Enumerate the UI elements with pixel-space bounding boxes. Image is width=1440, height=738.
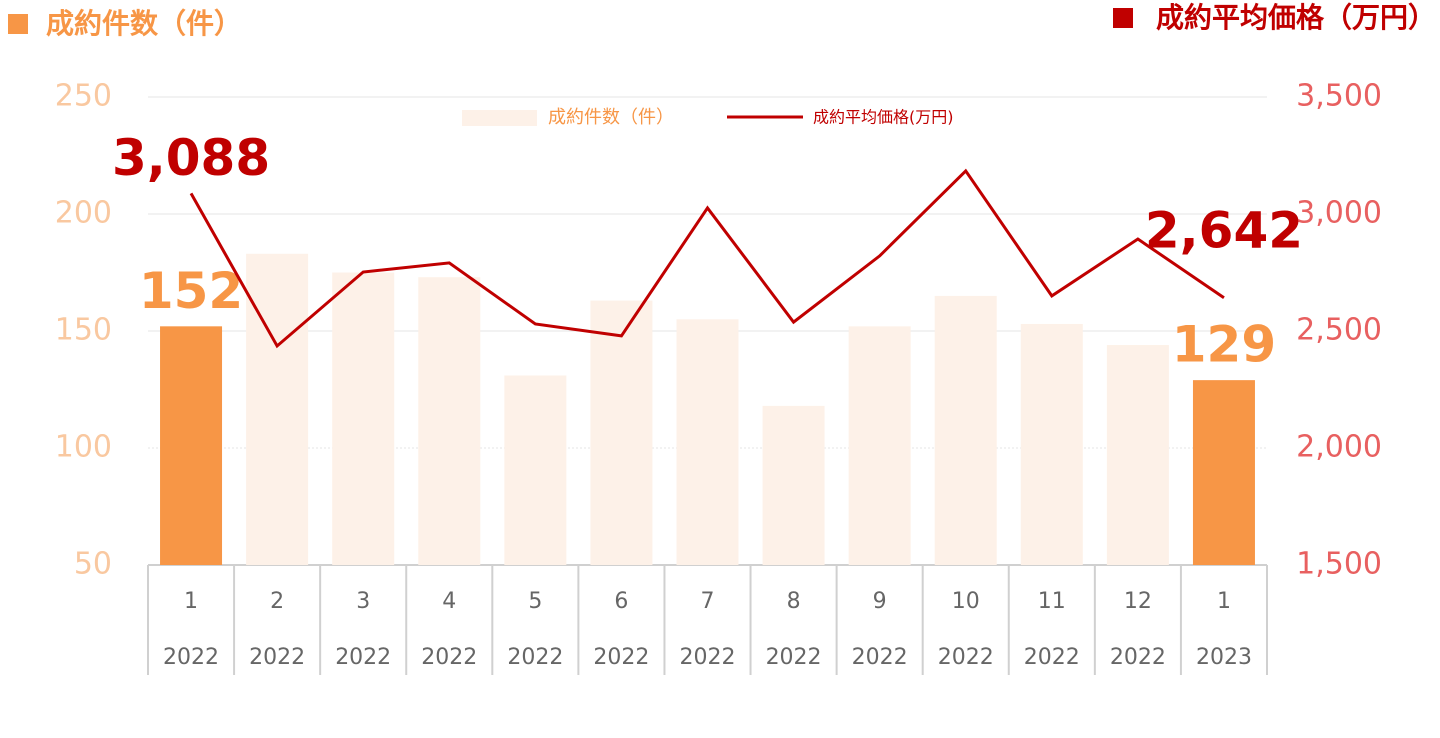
x-tick-label: 3 [356, 589, 370, 614]
y-tick-label: 100 [55, 430, 112, 465]
line-value-label: 3,088 [112, 129, 270, 187]
bar [762, 405, 825, 565]
bar-value-label: 129 [1172, 316, 1276, 374]
line-value-label: 2,642 [1145, 201, 1303, 259]
x-year-label: 2022 [507, 645, 563, 670]
bar-value-label: 152 [139, 262, 243, 320]
y-tick-label: 50 [74, 547, 112, 582]
legend-label: 成約件数（件） [548, 107, 674, 128]
bar [934, 295, 997, 565]
y2-axis-title: 成約平均価格（万円） [1156, 1, 1436, 34]
bar [1106, 345, 1169, 565]
x-tick-label: 11 [1038, 589, 1066, 614]
y2-tick-label: 1,500 [1296, 547, 1382, 582]
bar [160, 326, 223, 565]
x-year-label: 2022 [163, 645, 219, 670]
x-tick-label: 12 [1124, 589, 1152, 614]
x-year-label: 2022 [421, 645, 477, 670]
y-label-marker [8, 14, 28, 34]
bar [332, 272, 395, 565]
x-tick-label: 7 [701, 589, 715, 614]
y2-tick-label: 3,000 [1296, 196, 1382, 231]
x-year-label: 2022 [593, 645, 649, 670]
x-year-label: 2022 [335, 645, 391, 670]
y-tick-label: 150 [55, 313, 112, 348]
x-tick-label: 10 [952, 589, 980, 614]
x-year-label: 2022 [766, 645, 822, 670]
x-year-label: 2023 [1196, 645, 1252, 670]
x-year-label: 2022 [249, 645, 305, 670]
bar [676, 319, 739, 565]
x-tick-label: 8 [787, 589, 801, 614]
x-year-label: 2022 [1024, 645, 1080, 670]
y2-tick-label: 3,500 [1296, 79, 1382, 114]
legend-label: 成約平均価格(万円) [813, 108, 954, 127]
bar [504, 375, 567, 565]
line [189, 168, 1225, 349]
y-tick-label: 250 [55, 79, 112, 114]
x-tick-label: 4 [442, 589, 456, 614]
x-tick-label: 6 [614, 589, 628, 614]
x-tick-label: 2 [270, 589, 284, 614]
x-tick-label: 9 [873, 589, 887, 614]
bar [848, 326, 911, 565]
y2-label-marker [1113, 8, 1133, 28]
x-year-label: 2022 [938, 645, 994, 670]
x-tick-label: 5 [528, 589, 542, 614]
y-tick-label: 200 [55, 196, 112, 231]
bar [1192, 380, 1255, 565]
x-year-label: 2022 [1110, 645, 1166, 670]
y-axis-title: 成約件数（件） [46, 7, 242, 40]
bar [418, 277, 481, 565]
x-year-label: 2022 [852, 645, 908, 670]
bar [1020, 323, 1083, 565]
y2-tick-label: 2,500 [1296, 313, 1382, 348]
bar [590, 300, 653, 565]
bar [246, 253, 309, 565]
legend-swatch [462, 110, 537, 126]
y2-tick-label: 2,000 [1296, 430, 1382, 465]
x-tick-label: 1 [1217, 589, 1231, 614]
x-tick-label: 1 [184, 589, 198, 614]
x-year-label: 2022 [680, 645, 736, 670]
